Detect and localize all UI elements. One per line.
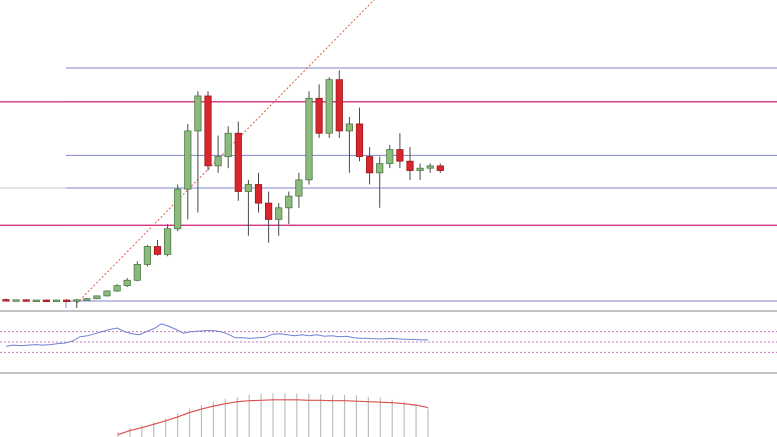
bullish-candle — [143, 246, 151, 265]
trend-line — [76, 0, 375, 304]
bullish-candle — [194, 95, 202, 132]
bearish-candle — [264, 202, 273, 220]
bullish-candle — [416, 167, 424, 171]
bullish-candle — [83, 298, 91, 301]
bullish-candle — [305, 97, 313, 181]
bearish-candle — [42, 299, 51, 302]
bullish-candle — [285, 195, 293, 209]
bearish-candle — [335, 79, 343, 132]
rsi-line — [5, 323, 428, 347]
macd-signal-line — [117, 399, 429, 436]
bearish-candle — [436, 165, 444, 171]
bullish-candle — [52, 299, 61, 302]
bearish-candle — [355, 123, 364, 157]
bearish-candle — [365, 156, 374, 174]
bullish-candle — [103, 290, 111, 297]
bullish-candle — [295, 179, 303, 197]
bearish-candle — [396, 149, 404, 162]
macd-panel — [117, 393, 429, 437]
bullish-candle — [12, 299, 20, 302]
bullish-candle — [345, 123, 354, 132]
bullish-candle — [93, 295, 101, 300]
bearish-candle — [22, 299, 30, 302]
price-panel — [0, 0, 777, 374]
bullish-candle — [224, 132, 232, 157]
bullish-candle — [376, 163, 384, 174]
bearish-candle — [234, 132, 242, 192]
bullish-candle — [163, 228, 172, 255]
bullish-candle — [184, 130, 192, 190]
bullish-candle — [133, 264, 141, 281]
bullish-candle — [174, 188, 182, 230]
bullish-candle — [214, 156, 222, 167]
bullish-candle — [325, 79, 333, 134]
bullish-candle — [275, 207, 283, 220]
bullish-candle — [32, 299, 40, 302]
bearish-candle — [315, 97, 323, 134]
bearish-candle — [63, 299, 71, 302]
bullish-candle — [113, 285, 121, 292]
bearish-candle — [153, 246, 162, 255]
bearish-candle — [2, 299, 10, 302]
bearish-candle — [204, 95, 212, 167]
bearish-candle — [406, 160, 414, 171]
rsi-panel — [0, 323, 777, 353]
bullish-candle — [386, 149, 394, 164]
bullish-candle — [73, 299, 81, 302]
bearish-candle — [254, 184, 263, 204]
bullish-candle — [426, 165, 434, 169]
bullish-candle — [244, 184, 252, 192]
bullish-candle — [123, 279, 131, 287]
